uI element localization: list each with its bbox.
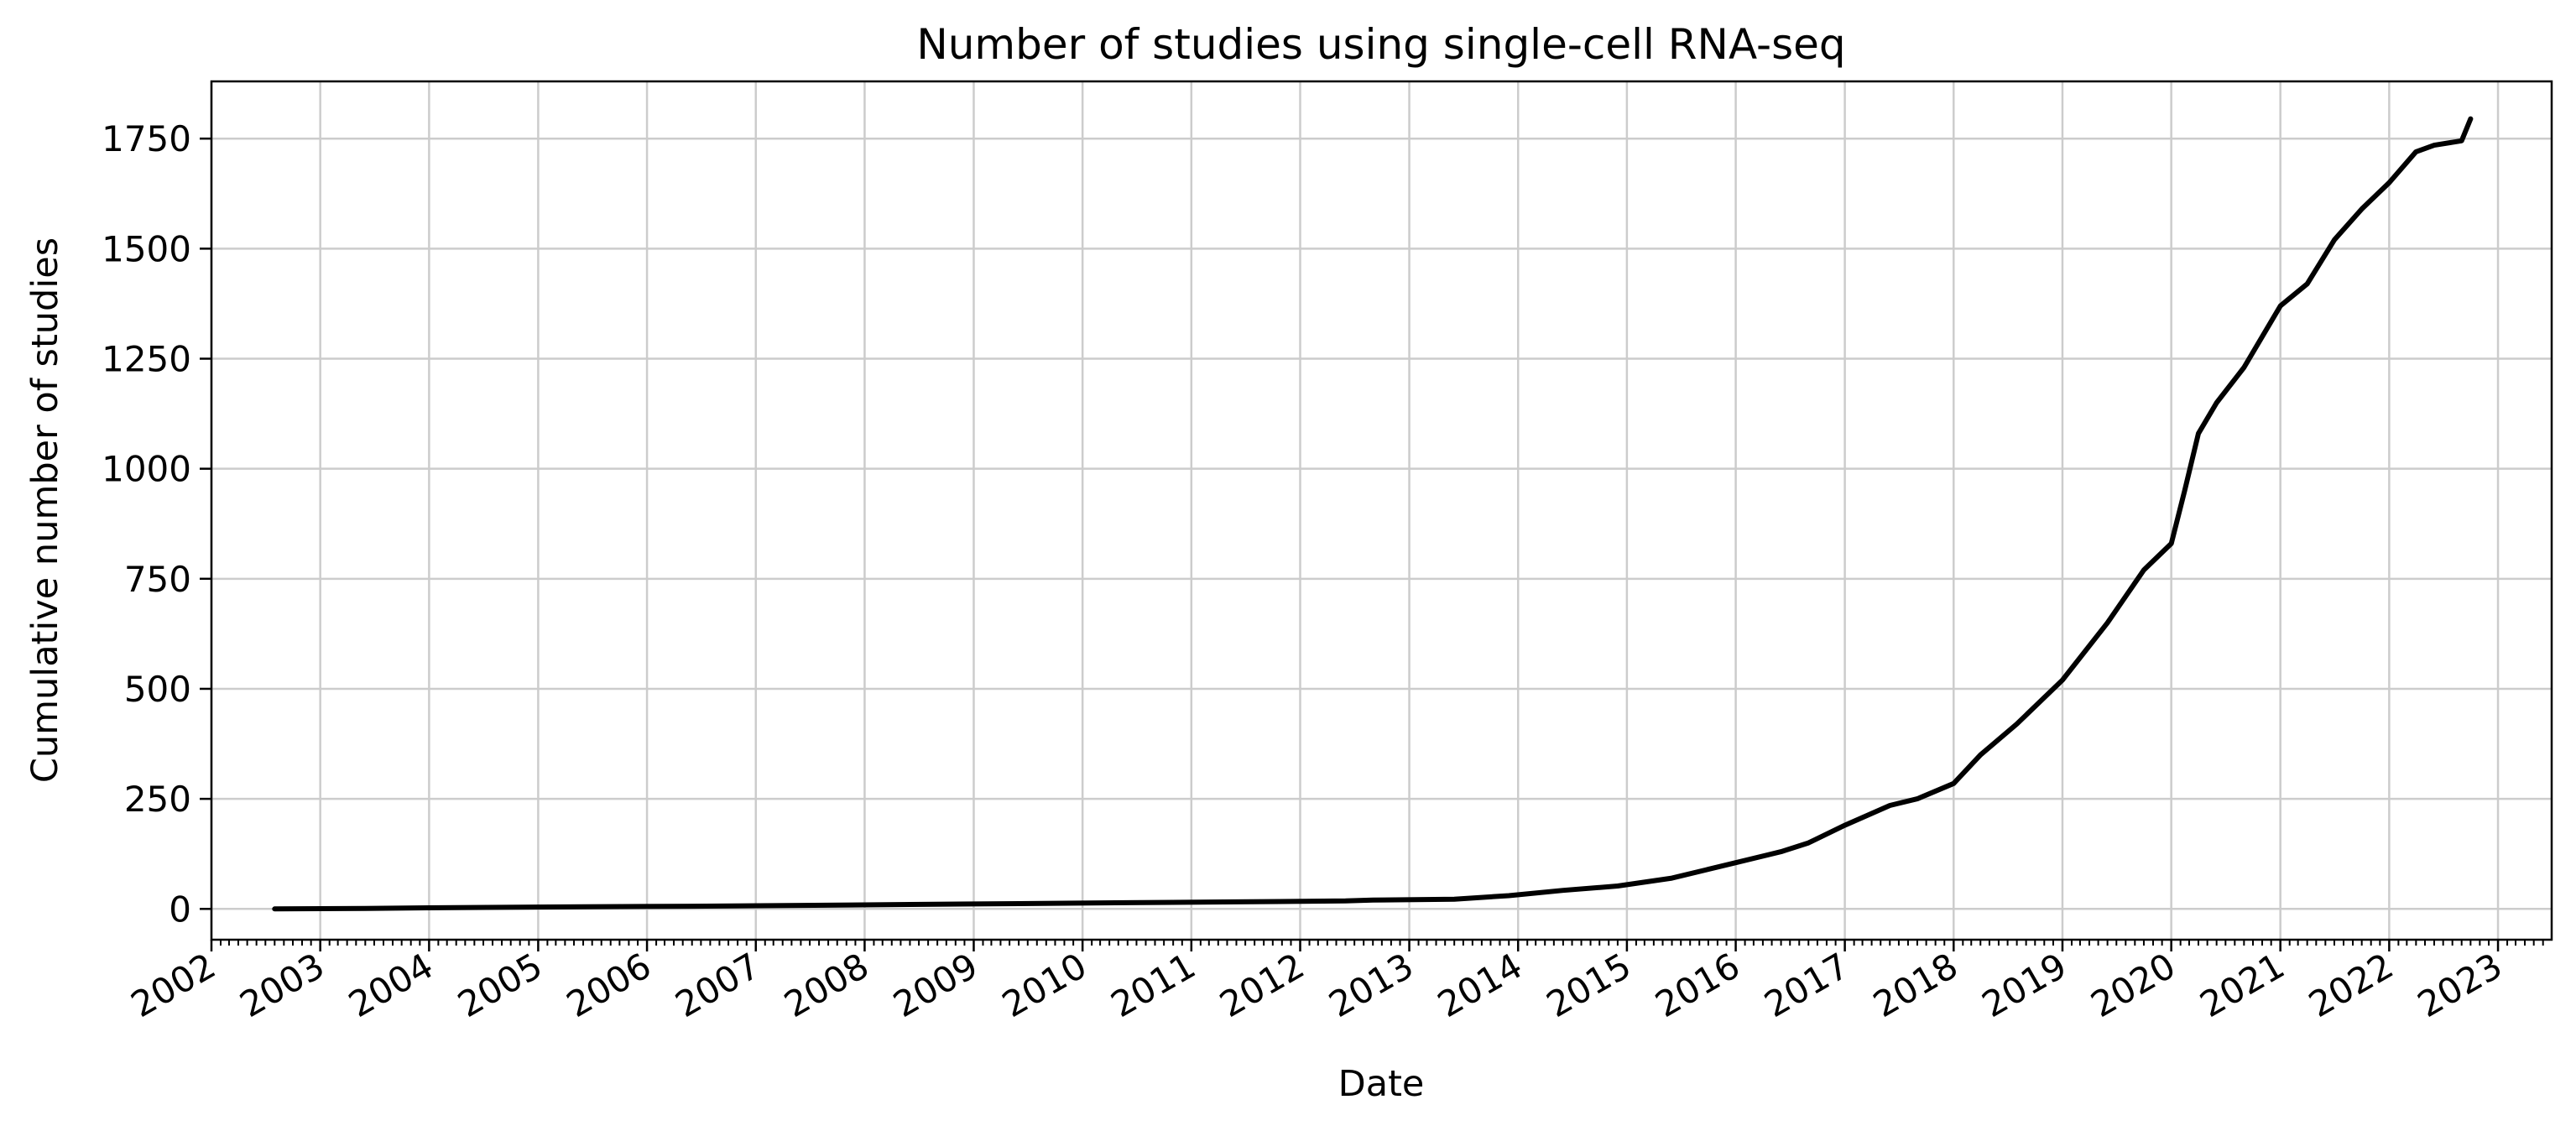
y-axis-label: Cumulative number of studies: [24, 237, 66, 783]
y-tick-label: 0: [169, 889, 191, 930]
y-axis: 0 250 500 750 1000 1250 1500 1750: [102, 118, 211, 930]
y-tick-label: 1000: [102, 449, 191, 490]
y-tick-label: 1500: [102, 228, 191, 269]
y-tick-label: 750: [124, 559, 191, 600]
x-axis-label: Date: [1338, 1063, 1425, 1105]
y-tick-label: 1250: [102, 339, 191, 380]
y-tick-label: 500: [124, 669, 191, 710]
series-line: [272, 116, 2474, 912]
y-tick-label: 250: [124, 779, 191, 820]
series-layer: [272, 116, 2474, 912]
chart-title: Number of studies using single-cell RNA-…: [916, 20, 1845, 69]
y-tick-label: 1750: [102, 118, 191, 159]
